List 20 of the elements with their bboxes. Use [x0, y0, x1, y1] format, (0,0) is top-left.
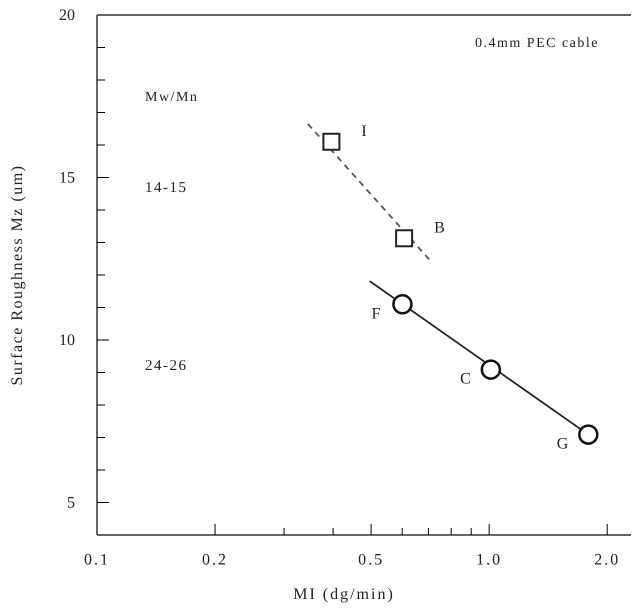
x-tick-label: 0.1: [84, 551, 110, 568]
x-tick-label: 1.0: [476, 551, 502, 568]
y-tick-label: 10: [59, 332, 75, 350]
annotation: 24-26: [145, 358, 188, 374]
y-tick-label: 20: [59, 7, 75, 24]
annotation: C: [460, 370, 471, 388]
x-tick-label: 2.0: [594, 551, 620, 568]
x-axis-title: MI (dg/min): [293, 586, 395, 603]
y-axis-title: Surface Roughness Mz (um): [9, 164, 26, 386]
annotation: 0.4mm PEC cable: [475, 36, 599, 51]
x-tick-label: 0.5: [358, 551, 384, 568]
y-tick-label: 15: [59, 170, 75, 187]
annotation: I: [361, 122, 367, 140]
annotation: G: [556, 436, 569, 453]
x-tick-label: 0.2: [202, 551, 228, 568]
annotation: F: [372, 305, 381, 322]
annotation: Mw/Mn: [145, 90, 198, 105]
y-tick-label: 5: [67, 494, 75, 512]
annotation: B: [434, 219, 445, 236]
annotation: 14-15: [145, 180, 188, 196]
